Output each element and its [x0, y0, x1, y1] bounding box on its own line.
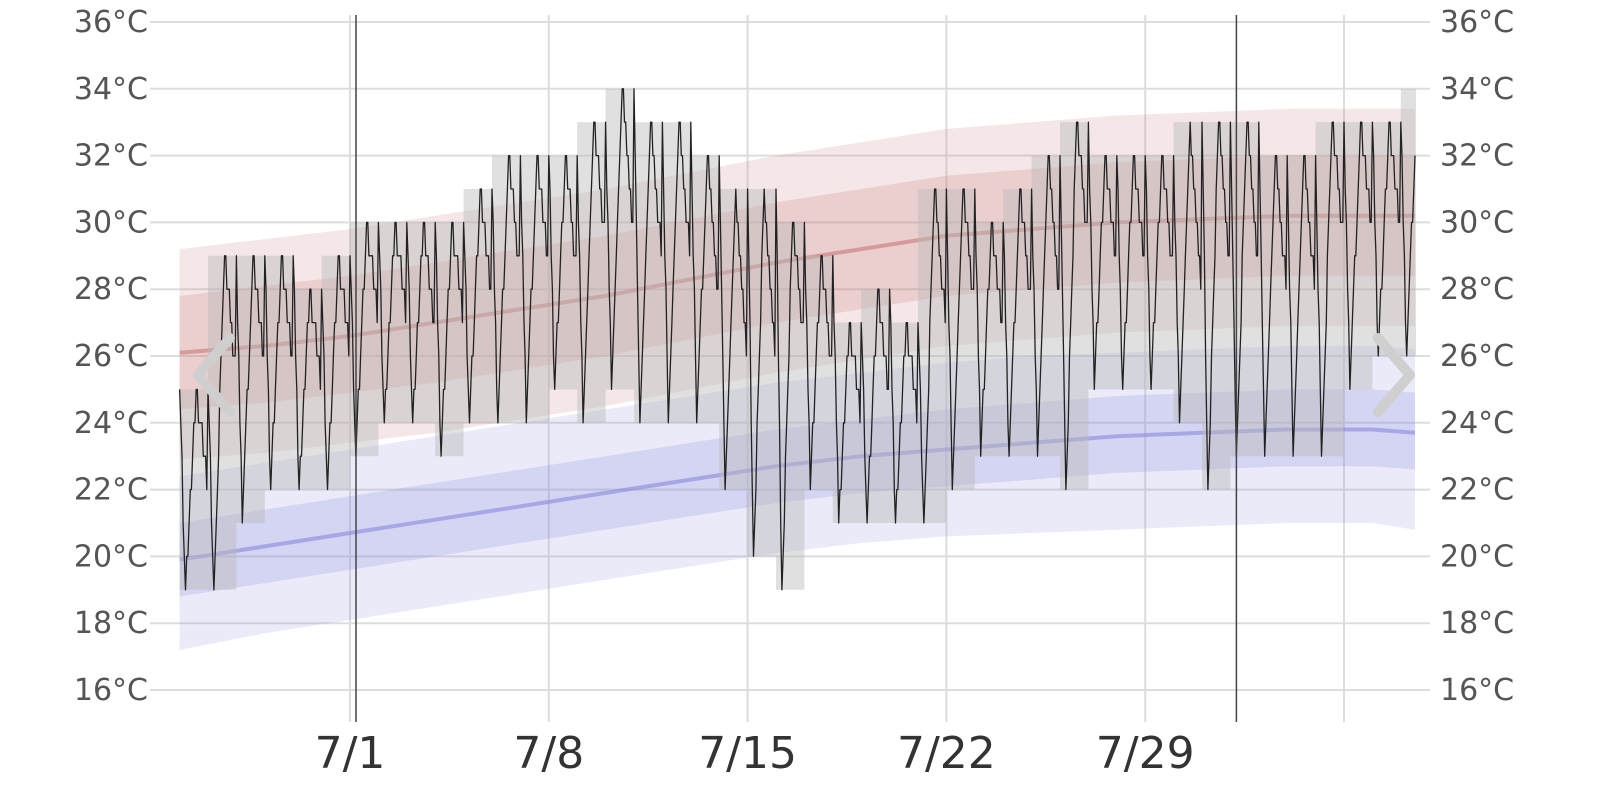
x-tick-label: 7/29 — [1096, 728, 1195, 779]
normal-high-inner-band — [179, 155, 1416, 410]
x-tick-label: 7/1 — [315, 728, 386, 779]
y-tick-label-left: 30°C — [74, 205, 148, 240]
y-tick-label-right: 18°C — [1440, 606, 1514, 641]
chevron-right-icon — [1373, 333, 1415, 417]
observed-day-range — [605, 88, 634, 390]
observed-day-range — [634, 122, 663, 423]
y-tick-label-left: 32°C — [74, 139, 148, 174]
chevron-left-icon — [193, 333, 235, 417]
y-tick-label-right: 34°C — [1440, 72, 1514, 107]
observed-day-range — [1287, 155, 1316, 457]
observed-day-range — [1258, 155, 1288, 457]
observed-day-range — [832, 322, 862, 523]
y-tick-label-left: 28°C — [74, 272, 148, 307]
y-tick-label-right: 20°C — [1440, 539, 1514, 574]
normal-low-line — [179, 427, 1416, 562]
y-tick-label-left: 34°C — [74, 72, 148, 107]
normal-bands — [179, 108, 1416, 650]
y-tick-label-right: 24°C — [1440, 406, 1514, 441]
x-tick-label: 7/8 — [513, 728, 584, 779]
observed-day-range — [974, 222, 1004, 457]
y-tick-label-right: 26°C — [1440, 339, 1514, 374]
observed-day-range — [804, 255, 833, 490]
observed-day-range — [719, 189, 748, 490]
observed-day-range — [690, 155, 720, 423]
y-tick-label-left: 16°C — [74, 673, 148, 708]
normal-low-inner-band — [179, 389, 1416, 597]
y-tick-label-left: 22°C — [74, 473, 148, 508]
observed-temperature-line — [178, 88, 1416, 591]
observed-day-range — [1173, 122, 1202, 423]
y-axis-ticks: 36°C 36°C 34°C 34°C 32°C 32°C 30°C 30°C 28°C 28°C… — [74, 5, 1514, 708]
normal-high-line — [179, 213, 1415, 355]
x-tick-label: 7/22 — [897, 728, 996, 779]
observed-temperatures — [178, 88, 1416, 591]
observed-day-range — [1088, 155, 1117, 390]
y-tick-label-right: 32°C — [1440, 139, 1514, 174]
x-axis-ticks: 7/1 7/8 7/15 7/22 7/29 — [315, 728, 1195, 779]
y-tick-label-left: 36°C — [74, 5, 148, 40]
y-tick-label-right: 36°C — [1440, 5, 1514, 40]
y-tick-label-right: 16°C — [1440, 673, 1514, 708]
y-tick-label-right: 22°C — [1440, 473, 1514, 508]
next-button[interactable] — [1358, 330, 1418, 420]
y-tick-label-right: 28°C — [1440, 272, 1514, 307]
observed-day-range — [662, 122, 691, 423]
normal-low-outer-band — [179, 346, 1416, 650]
normal-high-outer-band — [179, 108, 1416, 460]
y-tick-label-left: 20°C — [74, 539, 148, 574]
y-tick-label-left: 26°C — [74, 339, 148, 374]
prev-button[interactable] — [190, 330, 250, 420]
y-tick-label-left: 18°C — [74, 606, 148, 641]
y-tick-label-left: 24°C — [74, 406, 148, 441]
observed-day-range — [1031, 155, 1060, 457]
x-tick-label: 7/15 — [698, 728, 797, 779]
observed-day-range — [577, 122, 606, 423]
vertical-markers — [355, 15, 1238, 722]
observed-day-range — [946, 189, 975, 490]
observed-day-range — [520, 155, 549, 423]
y-tick-label-right: 30°C — [1440, 205, 1514, 240]
